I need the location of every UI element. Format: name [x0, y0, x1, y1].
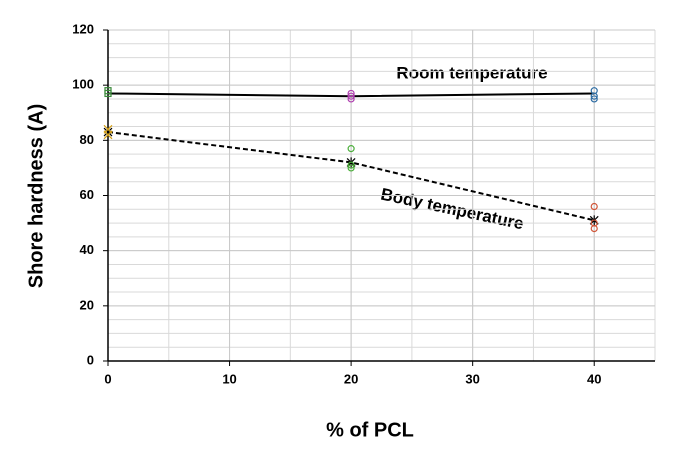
x-axis-title: % of PCL — [326, 419, 414, 441]
point — [590, 219, 598, 227]
y-tick-label: 120 — [72, 21, 94, 36]
point — [590, 202, 598, 211]
y-tick-label: 40 — [80, 242, 94, 257]
y-axis-title: Shore hardness (A) — [25, 104, 47, 288]
x-tick-label: 0 — [104, 371, 111, 386]
y-tick-label: 20 — [80, 297, 94, 312]
x-tick-label: 40 — [587, 371, 601, 386]
x-tick-label: 20 — [344, 371, 358, 386]
y-tick-label: 0 — [87, 352, 94, 367]
y-tick-label: 60 — [80, 187, 94, 202]
point — [103, 124, 113, 134]
x-tick-label: 10 — [222, 371, 236, 386]
point — [347, 89, 355, 98]
annotation: Room temperature — [396, 63, 547, 82]
point — [104, 87, 112, 95]
y-tick-label: 100 — [72, 77, 94, 92]
point — [347, 161, 355, 169]
point — [590, 87, 598, 95]
y-tick-label: 80 — [80, 132, 94, 147]
x-tick-label: 30 — [465, 371, 479, 386]
point — [347, 92, 355, 100]
point — [347, 145, 355, 153]
point — [590, 95, 598, 103]
point — [347, 164, 355, 172]
